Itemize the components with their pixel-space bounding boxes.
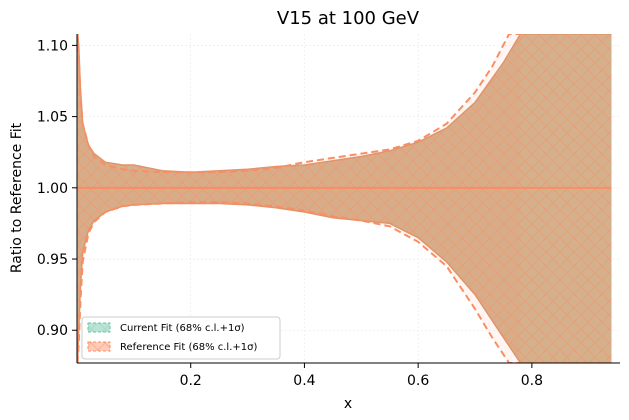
- x-tick-label-0: 0.2: [180, 373, 202, 389]
- band-current-hatch: [77, 34, 612, 363]
- y-axis-label: Ratio to Reference Fit: [9, 122, 25, 273]
- reference-upper-edge: [77, 34, 521, 174]
- y-tick-label-4: 1.10: [37, 38, 68, 54]
- x-ticks: 0.2 0.4 0.6 0.8: [180, 363, 543, 389]
- legend-hatch-current: [88, 323, 110, 332]
- legend-label-reference: Reference Fit (68% c.l.+1σ): [120, 342, 257, 353]
- y-tick-label-2: 1.00: [37, 181, 68, 197]
- current-lower-edge: [77, 202, 612, 363]
- x-tick-label-1: 0.4: [293, 373, 315, 389]
- legend-hatch-reference: [88, 342, 110, 351]
- plot-area: [77, 34, 612, 363]
- x-tick-label-2: 0.6: [407, 373, 429, 389]
- legend-label-current: Current Fit (68% c.l.+1σ): [120, 323, 245, 334]
- y-tick-label-1: 0.95: [37, 252, 68, 268]
- y-tick-label-0: 0.90: [37, 323, 68, 339]
- band-reference: [77, 34, 521, 363]
- reference-lower-edge: [77, 201, 521, 363]
- legend: Current Fit (68% c.l.+1σ) Reference Fit …: [81, 316, 281, 360]
- y-tick-label-3: 1.05: [37, 110, 68, 126]
- x-axis-label: x: [344, 396, 352, 412]
- legend-frame: [81, 316, 281, 360]
- x-tick-label-3: 0.8: [521, 373, 543, 389]
- y-ticks: 0.90 0.95 1.00 1.05 1.10: [37, 38, 77, 339]
- chart-title: V15 at 100 GeV: [277, 8, 420, 29]
